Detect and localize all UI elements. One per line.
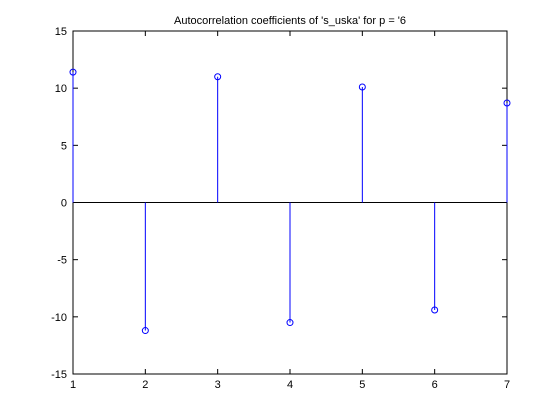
y-tick-label: 0 [61, 198, 67, 210]
stem-marker [358, 83, 366, 91]
x-tick-label: 7 [504, 379, 510, 391]
x-tick-label: 1 [70, 379, 76, 391]
x-tick-label: 2 [142, 379, 148, 391]
y-tick-label: -10 [51, 312, 67, 324]
y-tick-label: 15 [55, 26, 67, 38]
stem-series [69, 68, 511, 335]
stem-marker [286, 319, 294, 327]
y-tick-label: 10 [55, 83, 67, 95]
stem-marker [431, 306, 439, 314]
x-tick-label: 4 [287, 379, 293, 391]
y-tick-label: -15 [51, 369, 67, 381]
stem-marker [503, 99, 511, 107]
y-tick-label: 5 [61, 140, 67, 152]
stem-marker [69, 68, 77, 76]
axis-tick-labels: 1 2 3 4 5 6 7 -15 -10 -5 0 5 10 15 [51, 26, 510, 391]
x-tick-label: 6 [432, 379, 438, 391]
stem-marker [141, 327, 149, 335]
stem-marker [214, 73, 222, 81]
chart-title: Autocorrelation coefficients of 's_uska'… [174, 15, 406, 27]
x-tick-label: 5 [359, 379, 365, 391]
x-tick-label: 3 [215, 379, 221, 391]
y-tick-label: -5 [57, 255, 67, 267]
